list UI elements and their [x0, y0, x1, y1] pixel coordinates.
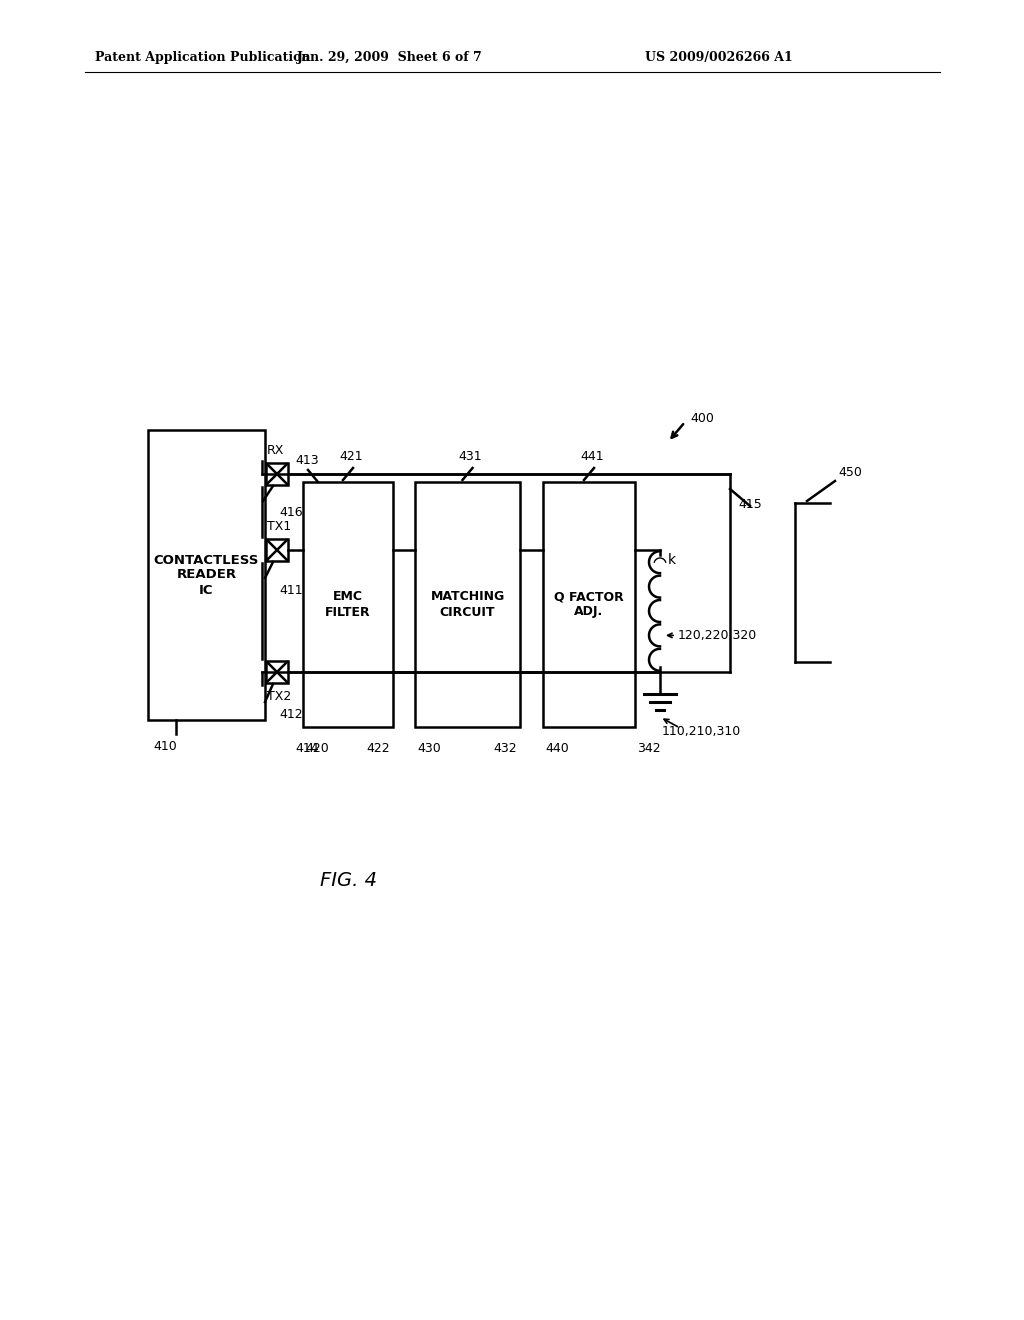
Text: 430: 430: [417, 742, 440, 755]
Text: 415: 415: [738, 498, 762, 511]
Text: 400: 400: [690, 412, 714, 425]
Text: 440: 440: [545, 742, 568, 755]
Text: TX1: TX1: [267, 520, 291, 532]
Bar: [148, 430, 265, 719]
Text: Q FACTOR
ADJ.: Q FACTOR ADJ.: [554, 590, 624, 619]
Bar: [415, 482, 520, 727]
Text: 110,210,310: 110,210,310: [662, 726, 741, 738]
Text: 421: 421: [339, 450, 362, 463]
Text: 410: 410: [153, 739, 177, 752]
Text: 120,220,320: 120,220,320: [678, 628, 758, 642]
Text: MATCHING
CIRCUIT: MATCHING CIRCUIT: [430, 590, 505, 619]
Text: 342: 342: [637, 742, 660, 755]
Bar: [543, 482, 635, 727]
Text: 412: 412: [279, 709, 303, 722]
Text: EMC
FILTER: EMC FILTER: [326, 590, 371, 619]
Text: Patent Application Publication: Patent Application Publication: [95, 50, 310, 63]
Text: US 2009/0026266 A1: US 2009/0026266 A1: [645, 50, 793, 63]
Text: 411: 411: [279, 583, 303, 597]
Text: k: k: [668, 553, 676, 568]
Bar: [266, 661, 288, 682]
Text: 414: 414: [295, 742, 318, 755]
Text: RX: RX: [267, 444, 285, 457]
Text: FIG. 4: FIG. 4: [319, 870, 377, 890]
Text: TX2: TX2: [267, 689, 291, 702]
Text: 431: 431: [459, 450, 482, 463]
Bar: [303, 482, 393, 727]
Bar: [266, 539, 288, 561]
Text: 420: 420: [305, 742, 329, 755]
Text: CONTACTLESS
READER
IC: CONTACTLESS READER IC: [154, 553, 259, 597]
Text: 450: 450: [838, 466, 862, 479]
Bar: [266, 463, 288, 484]
Text: 432: 432: [494, 742, 517, 755]
Text: Jan. 29, 2009  Sheet 6 of 7: Jan. 29, 2009 Sheet 6 of 7: [297, 50, 483, 63]
Text: 416: 416: [279, 506, 303, 519]
Text: 413: 413: [295, 454, 318, 466]
Text: 422: 422: [367, 742, 390, 755]
Text: 441: 441: [581, 450, 604, 463]
